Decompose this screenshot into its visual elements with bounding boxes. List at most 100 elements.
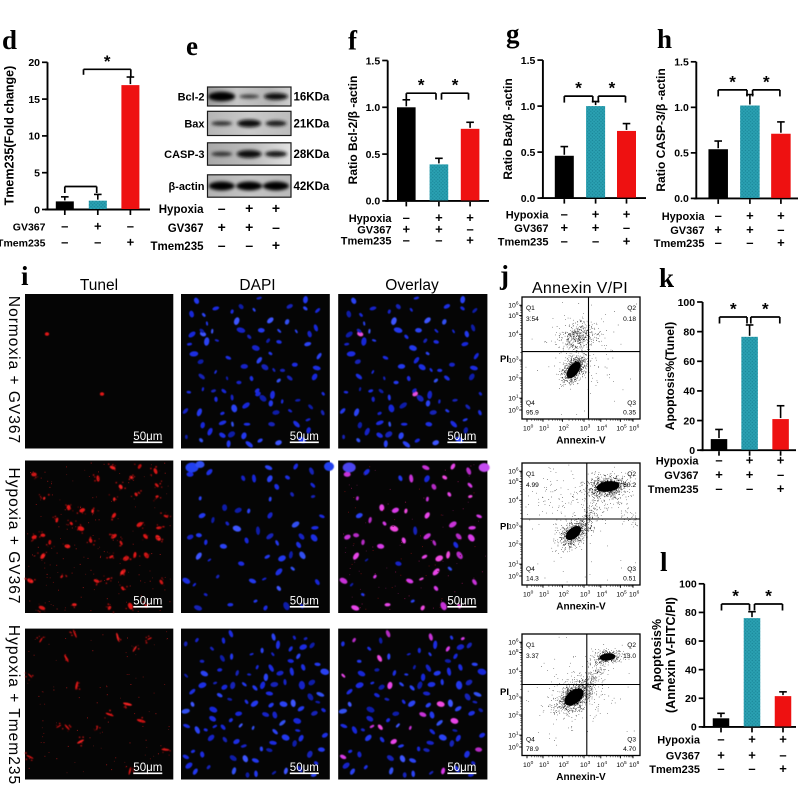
svg-text:Hypoxia: Hypoxia bbox=[349, 213, 393, 225]
svg-text:(Annexin V-FITC/PI): (Annexin V-FITC/PI) bbox=[664, 597, 678, 713]
svg-text:–: – bbox=[715, 235, 722, 250]
svg-text:–: – bbox=[218, 237, 226, 253]
svg-text:106: 106 bbox=[629, 424, 640, 433]
svg-text:0: 0 bbox=[689, 445, 695, 457]
svg-text:102: 102 bbox=[559, 424, 570, 433]
svg-text:103: 103 bbox=[580, 760, 591, 769]
svg-text:*: * bbox=[609, 79, 616, 98]
svg-text:102: 102 bbox=[559, 760, 570, 769]
svg-text:+: + bbox=[435, 221, 443, 236]
svg-text:+: + bbox=[714, 222, 722, 237]
svg-text:1.0: 1.0 bbox=[366, 102, 381, 114]
svg-text:101: 101 bbox=[539, 760, 550, 769]
svg-text:4.70: 4.70 bbox=[623, 746, 636, 753]
svg-text:Annexin-V: Annexin-V bbox=[556, 772, 606, 783]
svg-text:Annexin V/PI: Annexin V/PI bbox=[532, 280, 628, 297]
svg-text:0.0: 0.0 bbox=[366, 196, 381, 208]
svg-text:28KDa: 28KDa bbox=[294, 149, 330, 161]
svg-text:102: 102 bbox=[508, 373, 519, 382]
svg-text:Q3: Q3 bbox=[627, 737, 636, 744]
svg-text:+: + bbox=[777, 481, 785, 496]
svg-text:GV367: GV367 bbox=[670, 225, 704, 237]
svg-text:+: + bbox=[466, 210, 474, 225]
svg-text:100: 100 bbox=[679, 579, 697, 591]
svg-text:–: – bbox=[94, 235, 101, 250]
svg-text:1.0: 1.0 bbox=[674, 102, 689, 114]
svg-text:50μm: 50μm bbox=[290, 431, 319, 443]
svg-text:+: + bbox=[777, 208, 785, 223]
svg-text:+: + bbox=[466, 233, 474, 248]
svg-text:+: + bbox=[127, 235, 135, 250]
svg-text:105: 105 bbox=[616, 760, 627, 769]
svg-text:103: 103 bbox=[508, 356, 519, 365]
svg-text:l: l bbox=[660, 547, 668, 577]
svg-text:101: 101 bbox=[508, 394, 519, 403]
svg-text:106: 106 bbox=[629, 590, 640, 599]
svg-text:106: 106 bbox=[508, 638, 519, 647]
svg-text:e: e bbox=[186, 31, 198, 61]
svg-text:+: + bbox=[245, 200, 253, 216]
svg-text:β-actin: β-actin bbox=[168, 181, 204, 193]
svg-text:105: 105 bbox=[508, 648, 519, 657]
svg-text:Annexin-V: Annexin-V bbox=[556, 602, 606, 613]
svg-text:+: + bbox=[717, 747, 725, 762]
svg-text:+: + bbox=[746, 222, 754, 237]
svg-text:102: 102 bbox=[508, 710, 519, 719]
svg-text:Q1: Q1 bbox=[526, 471, 535, 478]
svg-text:Hypoxia + GV367: Hypoxia + GV367 bbox=[5, 468, 22, 605]
svg-text:CASP-3: CASP-3 bbox=[164, 149, 204, 161]
svg-text:101: 101 bbox=[539, 590, 550, 599]
svg-text:5: 5 bbox=[34, 168, 40, 180]
svg-text:100: 100 bbox=[523, 760, 534, 769]
svg-text:+: + bbox=[245, 219, 253, 235]
svg-text:–: – bbox=[715, 481, 722, 496]
svg-text:+: + bbox=[779, 732, 787, 747]
svg-text:0.51: 0.51 bbox=[623, 576, 636, 583]
svg-text:+: + bbox=[592, 207, 600, 222]
svg-text:102: 102 bbox=[508, 539, 519, 548]
svg-text:103: 103 bbox=[508, 522, 519, 531]
svg-text:0.0: 0.0 bbox=[674, 193, 689, 205]
svg-text:Q4: Q4 bbox=[526, 566, 535, 573]
svg-text:105: 105 bbox=[616, 424, 627, 433]
svg-text:Tmem235: Tmem235 bbox=[649, 764, 700, 776]
svg-text:105: 105 bbox=[616, 590, 627, 599]
svg-text:+: + bbox=[748, 747, 756, 762]
svg-text:14.3: 14.3 bbox=[526, 576, 539, 583]
svg-text:*: * bbox=[763, 72, 770, 91]
svg-text:50μm: 50μm bbox=[447, 431, 476, 443]
svg-text:Q3: Q3 bbox=[627, 566, 636, 573]
svg-text:Apoptosis%(Tunel): Apoptosis%(Tunel) bbox=[663, 322, 677, 430]
svg-text:78.9: 78.9 bbox=[526, 746, 539, 753]
svg-text:*: * bbox=[730, 300, 737, 319]
svg-text:50μm: 50μm bbox=[133, 431, 162, 443]
svg-text:j: j bbox=[499, 260, 509, 290]
svg-text:GV367: GV367 bbox=[666, 750, 700, 762]
svg-text:0.5: 0.5 bbox=[366, 149, 381, 161]
svg-text:Annexin-V: Annexin-V bbox=[556, 436, 606, 447]
svg-text:Q3: Q3 bbox=[627, 400, 636, 407]
svg-text:100: 100 bbox=[523, 424, 534, 433]
svg-text:Normoxia + GV367: Normoxia + GV367 bbox=[5, 296, 22, 444]
svg-text:60: 60 bbox=[683, 356, 695, 368]
svg-text:*: * bbox=[765, 587, 772, 606]
svg-text:+: + bbox=[748, 732, 756, 747]
svg-text:h: h bbox=[657, 24, 672, 54]
svg-text:–: – bbox=[777, 222, 784, 237]
svg-text:20: 20 bbox=[683, 415, 695, 427]
svg-text:50μm: 50μm bbox=[447, 762, 476, 774]
svg-text:GV367: GV367 bbox=[514, 223, 548, 235]
svg-text:Overlay: Overlay bbox=[385, 277, 439, 294]
svg-text:20: 20 bbox=[685, 693, 697, 705]
svg-text:PI: PI bbox=[500, 687, 509, 698]
svg-text:Q1: Q1 bbox=[526, 642, 535, 649]
svg-text:0.35: 0.35 bbox=[623, 410, 636, 417]
svg-text:+: + bbox=[746, 453, 754, 468]
svg-text:Ratio Bcl-2/β -actin: Ratio Bcl-2/β -actin bbox=[346, 76, 360, 185]
svg-text:80.2: 80.2 bbox=[623, 482, 636, 489]
svg-text:Bax: Bax bbox=[184, 118, 205, 130]
svg-text:*: * bbox=[732, 587, 739, 606]
svg-text:40: 40 bbox=[683, 386, 695, 398]
svg-text:104: 104 bbox=[597, 590, 608, 599]
svg-text:*: * bbox=[762, 300, 769, 319]
